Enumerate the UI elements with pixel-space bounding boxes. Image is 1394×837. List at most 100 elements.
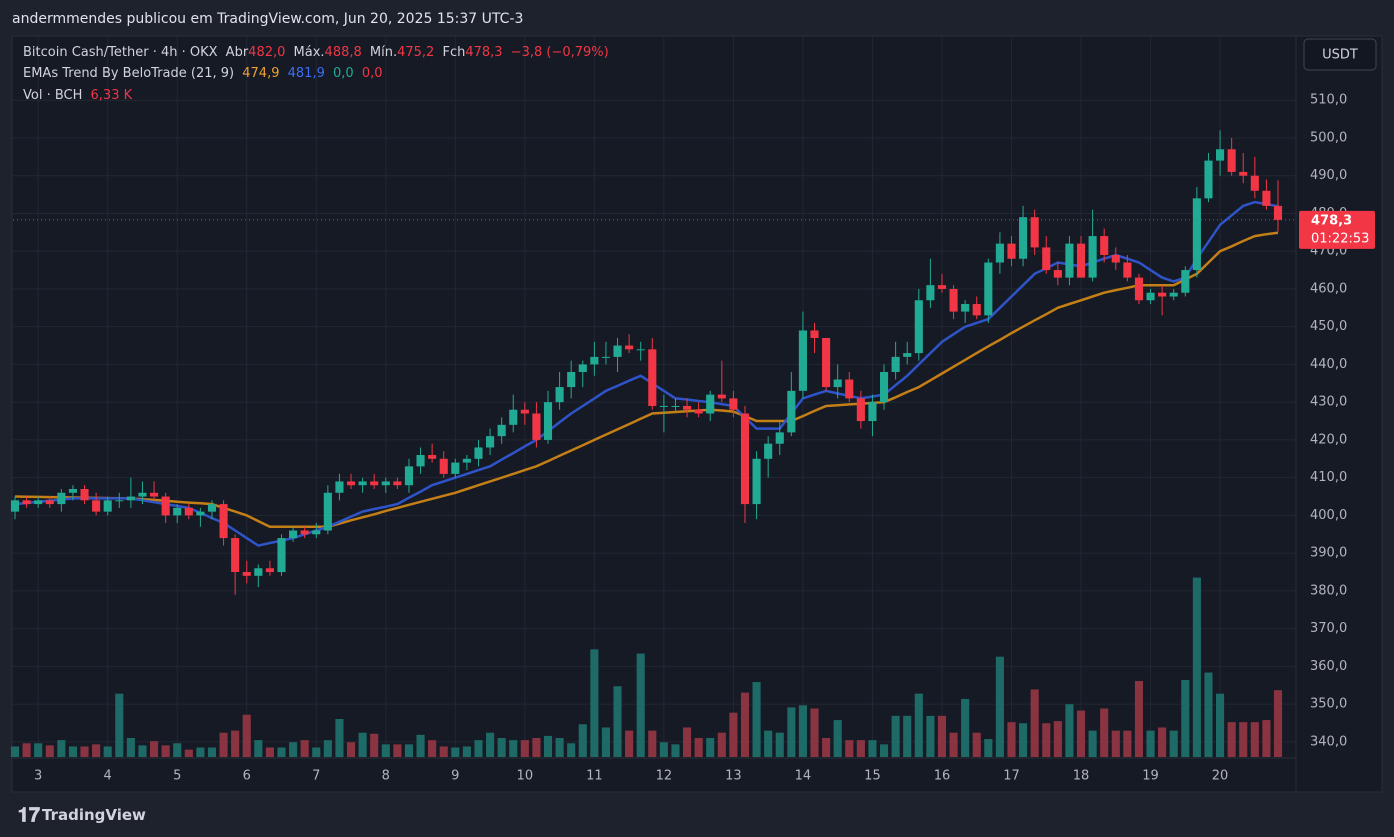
volume-bar (833, 720, 842, 757)
volume-bar (416, 734, 425, 757)
volume-bar (1007, 722, 1016, 757)
x-tick-label: 5 (173, 769, 181, 784)
symbol-legend: Bitcoin Cash/Tether · 4h · OKX Abr482,0 … (23, 45, 613, 60)
volume-bar (80, 746, 89, 757)
volume-bar (138, 745, 147, 757)
open-value: 482,0 (248, 45, 286, 60)
close-label: Fch (442, 45, 466, 60)
logo-icon: 𝟏𝟕 (18, 803, 40, 827)
candle-body (879, 371, 889, 403)
volume-bar (856, 740, 865, 757)
candle-body (115, 500, 124, 502)
last-price-label: 478,3 (1311, 213, 1352, 228)
candle-body (764, 443, 773, 459)
volume-bar (845, 740, 854, 757)
x-tick-label: 14 (795, 769, 812, 784)
candle-body (787, 390, 796, 433)
y-tick-label: 420,0 (1310, 432, 1347, 447)
volume-bar (1204, 672, 1213, 757)
candle-body (717, 394, 726, 399)
volume-bar (717, 732, 726, 757)
candle-body (833, 379, 842, 388)
candle-body (358, 481, 367, 486)
candle-body (1239, 171, 1248, 176)
volume-bar (578, 724, 587, 757)
x-tick-label: 7 (312, 769, 320, 784)
currency-button[interactable] (1303, 38, 1377, 71)
indicator-value: 474,9 (242, 66, 280, 81)
volume-bar (370, 733, 379, 757)
candle-body (659, 405, 668, 407)
candle-body (926, 285, 935, 301)
y-tick-label: 410,0 (1310, 470, 1347, 485)
volume-bar (323, 740, 332, 757)
candle-body (1158, 292, 1167, 297)
volume-bar (45, 745, 54, 757)
candle-body (856, 398, 865, 422)
candle-body (520, 409, 529, 414)
candle-body (1123, 262, 1132, 278)
candle-body (1250, 175, 1259, 191)
candle-body (706, 394, 715, 414)
x-tick-label: 18 (1073, 769, 1090, 784)
candle-body (1181, 270, 1190, 293)
volume-bar (1273, 690, 1283, 757)
volume-bar (1158, 727, 1167, 757)
candle-body (80, 488, 89, 501)
candle-body (1262, 190, 1271, 206)
candle-body (300, 530, 309, 535)
candle-body (995, 243, 1004, 263)
volume-bar (149, 741, 159, 757)
volume-bar (810, 708, 819, 757)
volume-bar (590, 649, 599, 757)
volume-bar (196, 747, 205, 757)
volume-pane (10, 577, 1283, 757)
change-value: −3,8 (−0,79%) (510, 45, 609, 60)
candle-body (984, 262, 993, 316)
volume-bar (34, 743, 43, 757)
candle-body (1007, 243, 1016, 259)
candle-body (671, 405, 680, 407)
volume-name: Vol · BCH (23, 88, 83, 103)
volume-bar (601, 727, 611, 757)
indicator-value: 481,9 (287, 66, 325, 81)
low-value: 475,2 (397, 45, 435, 60)
candle-body (103, 500, 112, 512)
volume-bar (891, 715, 900, 757)
candle-body (543, 402, 553, 440)
candle-body (694, 409, 703, 414)
candle-body (578, 364, 587, 372)
volume-bar (775, 732, 784, 757)
y-tick-label: 510,0 (1310, 93, 1347, 108)
open-label: Abr (225, 45, 249, 60)
brand: TradingView (42, 806, 146, 824)
volume-bar (1076, 710, 1086, 757)
candle-body (845, 379, 854, 399)
candle-body (625, 345, 634, 350)
candle-body (161, 496, 170, 516)
candle-body (428, 455, 437, 459)
volume-bar (995, 656, 1004, 757)
volume-bar (1134, 681, 1144, 757)
candle-body (184, 507, 193, 516)
currency-label: USDT (1322, 48, 1358, 63)
volume-bar (57, 740, 66, 757)
volume-bar (1042, 723, 1051, 757)
volume-bar (903, 715, 912, 757)
candle-body (891, 356, 900, 372)
volume-bar (1169, 730, 1178, 757)
volume-bar (1019, 723, 1028, 757)
volume-bar (428, 740, 437, 757)
candle-body (149, 492, 159, 497)
volume-bar (520, 740, 529, 757)
candle-body (254, 568, 263, 576)
candle-body (1053, 270, 1062, 278)
low-label: Mín. (369, 45, 398, 60)
indicator-value: 0,0 (361, 66, 383, 81)
volume-bar (451, 747, 460, 757)
volume-bar (682, 727, 692, 757)
volume-bar (1100, 708, 1109, 757)
symbol: Bitcoin Cash/Tether · 4h · OKX (23, 45, 218, 60)
author-line: andermmendes publicou em TradingView.com… (12, 11, 524, 27)
countdown-label: 01:22:53 (1311, 231, 1369, 246)
